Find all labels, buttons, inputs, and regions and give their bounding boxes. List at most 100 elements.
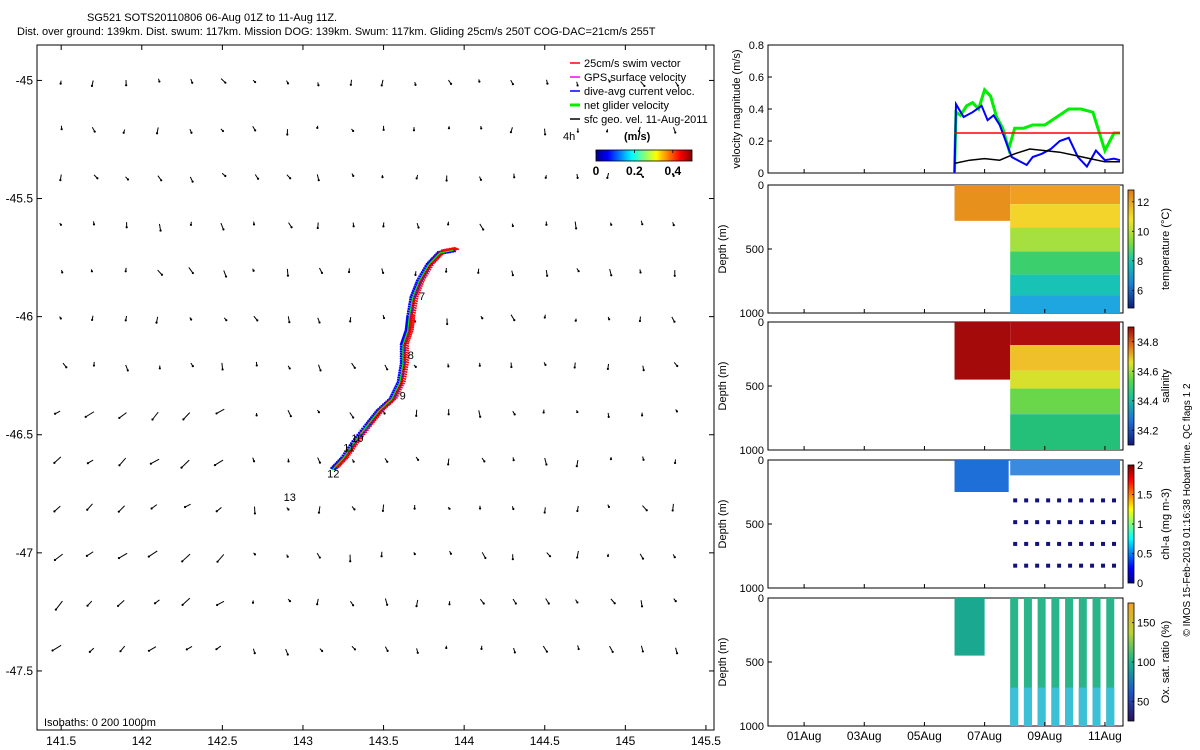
field-vector-head [253, 651, 256, 655]
section-oxy: 0 500 1000 Depth (m) 50 100 150 Ox. sat. ratio … [717, 593, 1172, 733]
field-vector-head [673, 461, 677, 465]
field-vector-head [607, 505, 611, 509]
field-vector-head [51, 649, 54, 652]
field-vector-head [253, 553, 257, 556]
field-vector-head [478, 364, 481, 367]
data-patch [1079, 498, 1084, 503]
field-vector-head [413, 507, 416, 510]
vel-ytick-label: 0.8 [749, 40, 764, 52]
data-patch [1023, 598, 1032, 726]
credit-text: © IMOS 15-Feb-2019 01:16:38 Hobart time.… [1182, 383, 1193, 636]
time-xtick-label: 07Aug [967, 729, 1002, 743]
track-swim-mark [413, 293, 419, 298]
vel-ytick-label: 0.4 [749, 104, 764, 116]
field-vector [54, 553, 63, 561]
track-swim-mark [403, 343, 410, 348]
field-vector-head [641, 414, 644, 417]
field-vector-head [415, 414, 418, 417]
time-xtick-label: 11Aug [1088, 729, 1122, 743]
data-patch [1112, 563, 1117, 568]
field-vector-head [512, 459, 515, 462]
field-vector-head [60, 128, 63, 131]
data-patch [954, 322, 1011, 380]
field-vector-head [286, 653, 289, 656]
field-vector-head [159, 229, 162, 232]
map-ytick-label: -46 [16, 310, 34, 324]
field-vector-head [158, 80, 161, 83]
vel-series-geo [954, 148, 1120, 165]
field-vector-head [119, 650, 122, 653]
field-vector-head [224, 81, 227, 84]
field-vector-head [577, 270, 580, 273]
field-vector [152, 411, 159, 420]
field-vector-head [213, 463, 217, 467]
legend-entry: sfc geo. vel. 11-Aug-2011 [584, 114, 708, 126]
field-vector-head [386, 649, 389, 652]
field-vector-head [606, 367, 609, 370]
data-patch [1046, 520, 1051, 525]
colorbar-tick-label: 0.5 [1137, 549, 1152, 561]
map-xtick-label: 144.5 [530, 734, 560, 748]
field-vector-head [53, 510, 56, 513]
map-legend: 25cm/s swim vector GPS surface velocity di… [563, 58, 708, 178]
track-swim-mark [387, 399, 394, 404]
data-patch [1010, 414, 1120, 450]
track-swim-mark [403, 362, 409, 366]
field-vector-head [413, 552, 416, 556]
field-vector [221, 362, 224, 370]
field-vector-head [190, 131, 193, 134]
field-vector-head [118, 416, 121, 420]
field-vector-head [543, 511, 546, 514]
data-patch [1106, 598, 1115, 726]
section-ytick-label: 500 [746, 519, 764, 531]
field-vector-head [514, 602, 517, 605]
track-swim-mark [414, 289, 421, 294]
field-vector-head [414, 273, 417, 277]
field-vector [286, 268, 289, 276]
track-swim-mark [400, 379, 406, 383]
data-patch [1010, 227, 1120, 252]
field-vector-head [92, 223, 96, 226]
field-vector-head [642, 458, 645, 461]
section-data [954, 598, 1115, 726]
field-vector-head [251, 601, 255, 604]
track-swim-mark [453, 246, 460, 251]
data-patch [1010, 598, 1019, 726]
field-vector-head [380, 555, 383, 558]
track-swim-mark [418, 279, 425, 284]
field-vector [220, 222, 224, 230]
field-vector [158, 223, 162, 231]
field-vector-head [215, 510, 218, 513]
field-vector-head [54, 608, 57, 611]
time-xtick-label: 03Aug [847, 729, 882, 743]
field-vector-head [381, 271, 385, 274]
colorbar-tick-label: 34.4 [1137, 396, 1158, 408]
colorbar-tick-label: 6 [1137, 285, 1143, 297]
track-swim-mark [379, 407, 386, 411]
field-vector-head [573, 366, 576, 369]
field-vector-head [256, 177, 260, 180]
colorbar-tick-label: 0.2 [626, 164, 643, 178]
track-swim-mark [409, 316, 416, 320]
data-patch [1068, 541, 1073, 546]
legend-entry: dive-avg current veloc. [584, 86, 695, 98]
field-vector-head [254, 129, 257, 132]
field-vector-head [124, 270, 127, 273]
data-patch [1013, 520, 1018, 525]
track-swim-mark [412, 301, 418, 305]
field-vector [672, 503, 674, 511]
field-vector-head [445, 646, 448, 650]
map-ytick-label: -46.5 [6, 428, 34, 442]
track-swim-mark [381, 405, 387, 410]
field-vector-head [224, 174, 227, 178]
track-swim-mark [451, 247, 458, 251]
field-vector-head [416, 651, 419, 654]
figure-title: SG521 SOTS20110806 06-Aug 01Z to 11-Aug … [87, 12, 338, 24]
field-vector-head [151, 418, 154, 421]
data-patch [1065, 598, 1074, 726]
data-patch [1024, 520, 1029, 525]
section-ytick-label: 0 [758, 593, 764, 605]
glider-track [330, 246, 460, 471]
field-vector [479, 223, 484, 230]
field-vector-head [672, 174, 675, 178]
